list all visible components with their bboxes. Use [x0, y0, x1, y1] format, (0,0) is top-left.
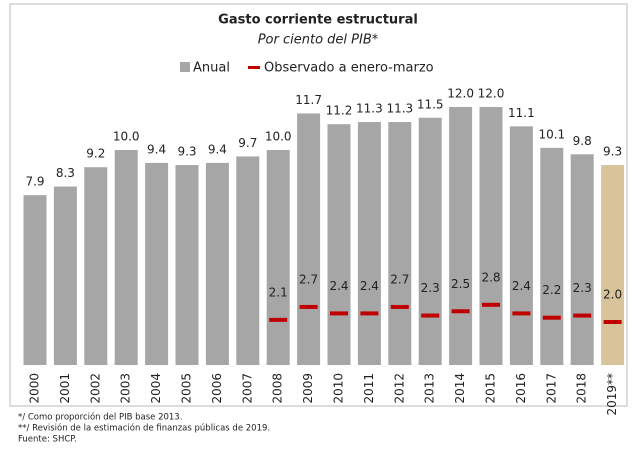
value-label: 2.0 — [603, 288, 622, 302]
x-tick-label: 2016 — [514, 373, 528, 404]
value-label: 2.3 — [573, 281, 592, 295]
x-tick-label: 2009 — [301, 373, 315, 404]
value-label: 9.3 — [603, 145, 622, 159]
value-label: 2.3 — [421, 281, 440, 295]
bar — [53, 186, 77, 365]
x-tick-label: 2004 — [149, 373, 163, 404]
bar — [357, 122, 381, 365]
legend-label: Anual — [193, 61, 230, 76]
value-label: 7.9 — [25, 175, 44, 189]
footnote: */ Como proporción del PIB base 2013. — [18, 412, 182, 423]
value-label: 2.4 — [512, 279, 531, 293]
x-tick-label: 2000 — [28, 373, 42, 404]
footnote: **/ Revisión de la estimación de finanza… — [18, 423, 270, 434]
value-label: 8.3 — [56, 166, 75, 180]
marker — [542, 315, 561, 320]
value-label: 2.4 — [329, 279, 348, 293]
bar — [449, 107, 473, 365]
legend-label: Observado a enero-marzo — [264, 61, 434, 76]
bar — [205, 162, 229, 365]
bar — [266, 150, 290, 365]
value-label: 9.3 — [177, 145, 196, 159]
bar — [114, 150, 138, 365]
value-label: 10.1 — [538, 127, 565, 141]
value-label: 2.8 — [481, 270, 500, 284]
x-tick-label: 2002 — [88, 373, 102, 404]
bar — [479, 107, 503, 365]
bar — [570, 154, 594, 365]
bar — [145, 162, 169, 365]
value-label: 2.5 — [451, 277, 470, 291]
x-tick-label: 2001 — [58, 373, 72, 404]
x-tick-label: 2014 — [453, 373, 467, 404]
x-tick-label: 2006 — [210, 373, 224, 404]
value-label: 2.7 — [390, 272, 409, 286]
marker — [390, 304, 409, 309]
x-tick-label: 2013 — [423, 373, 437, 404]
bar — [297, 113, 321, 365]
legend-swatch — [180, 62, 190, 72]
bar — [175, 165, 199, 365]
bar — [84, 167, 108, 365]
x-tick-label: 2005 — [180, 373, 194, 404]
value-label: 9.8 — [573, 134, 592, 148]
value-label: 11.2 — [326, 104, 353, 118]
marker — [603, 320, 622, 324]
marker — [299, 304, 318, 309]
x-tick-label: 2008 — [271, 373, 285, 404]
value-label: 9.2 — [86, 147, 105, 161]
value-label: 11.1 — [508, 106, 535, 120]
x-tick-label: 2012 — [392, 373, 406, 404]
chart-subtitle: Por ciento del PIB* — [258, 33, 379, 48]
bar — [509, 126, 533, 365]
x-tick-label: 2019** — [605, 373, 619, 416]
bar — [236, 156, 260, 365]
bar — [418, 117, 442, 365]
value-label: 2.7 — [299, 272, 318, 286]
value-label: 11.3 — [356, 102, 383, 116]
marker — [360, 311, 379, 316]
value-label: 11.7 — [295, 93, 322, 107]
x-tick-label: 2011 — [362, 373, 376, 404]
bar — [327, 124, 351, 365]
legend-swatch — [248, 66, 260, 69]
x-tick-label: 2017 — [544, 373, 558, 404]
x-tick-label: 2015 — [484, 373, 498, 404]
marker — [482, 302, 500, 307]
value-label: 9.4 — [208, 142, 227, 156]
x-tick-label: 2010 — [332, 373, 346, 404]
bar — [540, 147, 564, 365]
marker — [451, 309, 470, 314]
value-label: 10.0 — [113, 130, 140, 144]
x-tick-label: 2003 — [119, 373, 133, 404]
value-label: 9.4 — [147, 142, 166, 156]
value-label: 2.1 — [269, 285, 288, 299]
frame — [9, 3, 628, 407]
value-label: 12.0 — [447, 87, 474, 101]
marker — [269, 317, 288, 322]
marker — [330, 311, 348, 316]
chart-title: Gasto corriente estructural — [218, 13, 418, 28]
value-label: 12.0 — [478, 87, 505, 101]
bar — [601, 165, 625, 365]
x-tick-label: 2018 — [575, 373, 589, 404]
bar — [23, 195, 47, 365]
value-label: 11.5 — [417, 97, 444, 111]
x-tick-label: 2007 — [240, 373, 254, 404]
footnote: Fuente: SHCP. — [18, 435, 77, 445]
value-label: 2.4 — [360, 279, 379, 293]
value-label: 11.3 — [386, 102, 413, 116]
value-label: 2.2 — [542, 283, 561, 297]
bar — [388, 122, 412, 365]
marker — [512, 311, 531, 316]
marker — [573, 313, 592, 318]
value-label: 9.7 — [238, 136, 257, 150]
value-label: 10.0 — [265, 130, 292, 144]
marker — [421, 313, 440, 318]
